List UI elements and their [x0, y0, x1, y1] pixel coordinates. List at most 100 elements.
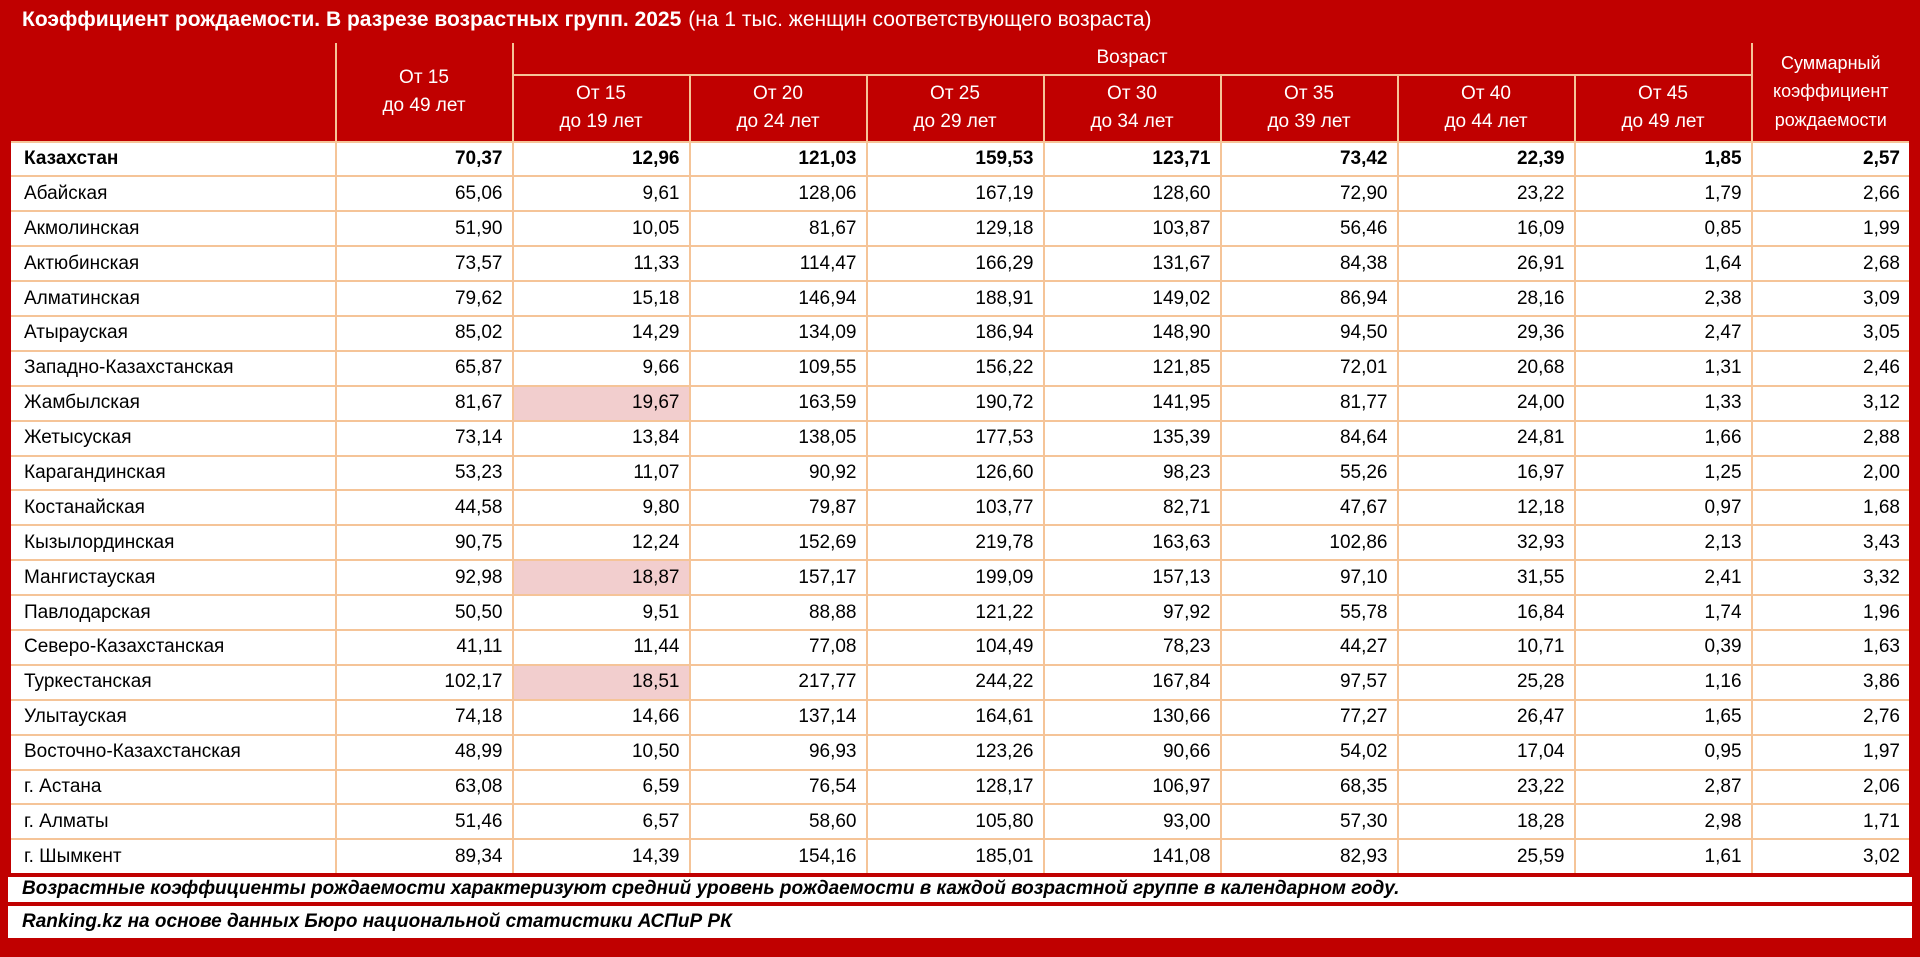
- value-cell: 146,94: [688, 280, 868, 317]
- value-cell: 74,18: [334, 698, 514, 736]
- value-cell: 166,29: [865, 245, 1045, 283]
- value-cell: 163,63: [1042, 524, 1222, 562]
- value-cell: 121,22: [865, 594, 1045, 631]
- value-cell: 134,09: [688, 314, 868, 352]
- value-cell: 16,09: [1396, 210, 1576, 248]
- value-cell: 0,95: [1573, 733, 1753, 771]
- value-cell: 105,80: [865, 803, 1045, 841]
- value-cell: 217,77: [688, 663, 868, 701]
- region-cell: г. Шымкент: [8, 838, 337, 876]
- value-cell: 18,51: [511, 663, 691, 701]
- value-cell: 25,59: [1396, 838, 1576, 876]
- value-cell: 2,47: [1573, 314, 1753, 352]
- value-cell: 48,99: [334, 733, 514, 771]
- total-column-header: От 15 до 49 лет: [334, 40, 514, 143]
- fertility-table: От 15 до 49 лет Возраст Суммарный коэффи…: [8, 40, 1912, 876]
- value-cell: 128,06: [688, 175, 868, 213]
- value-cell: 3,86: [1750, 663, 1912, 701]
- tfr-header-line2: коэффициент: [1773, 81, 1889, 102]
- value-cell: 244,22: [865, 663, 1045, 701]
- value-cell: 186,94: [865, 314, 1045, 352]
- value-cell: 10,50: [511, 733, 691, 771]
- value-cell: 44,58: [334, 489, 514, 527]
- value-cell: 3,02: [1750, 838, 1912, 876]
- value-cell: 25,28: [1396, 663, 1576, 701]
- age-group-header: Возраст: [511, 40, 1753, 76]
- value-cell: 1,99: [1750, 210, 1912, 248]
- value-cell: 41,11: [334, 628, 514, 666]
- value-cell: 89,34: [334, 838, 514, 876]
- value-cell: 11,44: [511, 628, 691, 666]
- table-row: Восточно-Казахстанская 48,99 10,50 96,93 123…: [8, 733, 1912, 771]
- value-cell: 23,22: [1396, 768, 1576, 806]
- value-cell: 57,30: [1219, 803, 1399, 841]
- value-cell: 90,66: [1042, 733, 1222, 771]
- age-column-header-line2: до 49 лет: [1621, 111, 1705, 132]
- value-cell: 17,04: [1396, 733, 1576, 771]
- value-cell: 51,90: [334, 210, 514, 248]
- value-cell: 77,27: [1219, 698, 1399, 736]
- value-cell: 1,65: [1573, 698, 1753, 736]
- value-cell: 9,66: [511, 349, 691, 387]
- value-cell: 55,26: [1219, 454, 1399, 492]
- value-cell: 148,90: [1042, 314, 1222, 352]
- value-cell: 128,17: [865, 768, 1045, 806]
- value-cell: 154,16: [688, 838, 868, 876]
- value-cell: 47,67: [1219, 489, 1399, 527]
- value-cell: 2,57: [1750, 140, 1912, 178]
- value-cell: 1,61: [1573, 838, 1753, 876]
- value-cell: 141,95: [1042, 384, 1222, 422]
- value-cell: 157,13: [1042, 559, 1222, 597]
- table-row: г. Алматы 51,46 6,57 58,60 105,80 93,00 57,30 1…: [8, 803, 1912, 841]
- value-cell: 97,10: [1219, 559, 1399, 597]
- value-cell: 0,85: [1573, 210, 1753, 248]
- table-row: Абайская 65,06 9,61 128,06 167,19 128,60 72,90…: [8, 175, 1912, 213]
- value-cell: 0,97: [1573, 489, 1753, 527]
- value-cell: 31,55: [1396, 559, 1576, 597]
- age-column-header: От 30 до 34 лет: [1042, 73, 1222, 143]
- table-row: г. Астана 63,08 6,59 76,54 128,17 106,97 68,35…: [8, 768, 1912, 806]
- value-cell: 2,66: [1750, 175, 1912, 213]
- value-cell: 157,17: [688, 559, 868, 597]
- value-cell: 152,69: [688, 524, 868, 562]
- value-cell: 77,08: [688, 628, 868, 666]
- value-cell: 90,75: [334, 524, 514, 562]
- region-column-header: [9, 40, 337, 143]
- value-cell: 103,87: [1042, 210, 1222, 248]
- value-cell: 76,54: [688, 768, 868, 806]
- age-column-header-line2: до 19 лет: [559, 111, 643, 132]
- table-row: Туркестанская 102,17 18,51 217,77 244,22 167,…: [8, 663, 1912, 701]
- value-cell: 65,87: [334, 349, 514, 387]
- value-cell: 10,05: [511, 210, 691, 248]
- region-cell: Актюбинская: [8, 245, 337, 283]
- value-cell: 26,91: [1396, 245, 1576, 283]
- value-cell: 185,01: [865, 838, 1045, 876]
- value-cell: 18,28: [1396, 803, 1576, 841]
- value-cell: 24,81: [1396, 419, 1576, 457]
- value-cell: 9,61: [511, 175, 691, 213]
- value-cell: 164,61: [865, 698, 1045, 736]
- value-cell: 51,46: [334, 803, 514, 841]
- value-cell: 79,62: [334, 280, 514, 317]
- value-cell: 22,39: [1396, 140, 1576, 178]
- value-cell: 123,26: [865, 733, 1045, 771]
- value-cell: 135,39: [1042, 419, 1222, 457]
- value-cell: 94,50: [1219, 314, 1399, 352]
- value-cell: 1,25: [1573, 454, 1753, 492]
- value-cell: 128,60: [1042, 175, 1222, 213]
- table-row: Улытауская 74,18 14,66 137,14 164,61 130,66 77…: [8, 698, 1912, 736]
- value-cell: 9,80: [511, 489, 691, 527]
- value-cell: 55,78: [1219, 594, 1399, 631]
- value-cell: 1,74: [1573, 594, 1753, 631]
- value-cell: 156,22: [865, 349, 1045, 387]
- value-cell: 88,88: [688, 594, 868, 631]
- table-row: Мангистауская 92,98 18,87 157,17 199,09 157,1…: [8, 559, 1912, 597]
- table-row: Казахстан 70,37 12,96 121,03 159,53 123,71 73,…: [8, 140, 1912, 178]
- report-title-main: Коэффициент рождаемости. В разрезе возра…: [22, 8, 682, 31]
- region-cell: Атырауская: [8, 314, 337, 352]
- value-cell: 82,71: [1042, 489, 1222, 527]
- value-cell: 10,71: [1396, 628, 1576, 666]
- value-cell: 177,53: [865, 419, 1045, 457]
- age-subheader-row: От 15 до 19 лет От 20 до 24 лет От 25 до 29 л…: [10, 73, 1911, 143]
- value-cell: 19,67: [511, 384, 691, 422]
